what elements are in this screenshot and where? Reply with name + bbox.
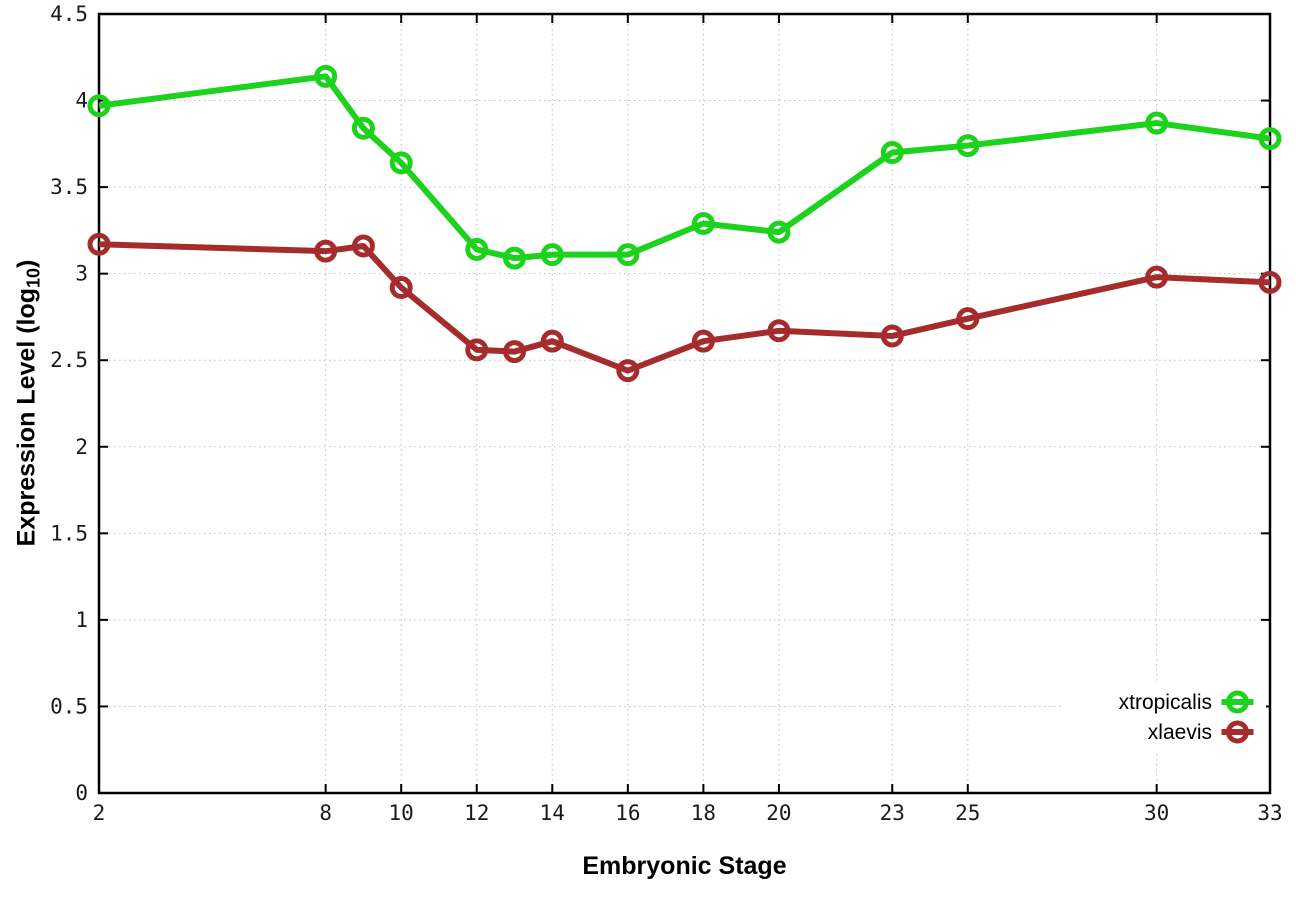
y-tick-label: 3.5: [50, 175, 88, 199]
data-point-marker: [880, 324, 904, 348]
y-tick-label: 1.5: [50, 521, 88, 545]
data-point-marker: [1145, 265, 1169, 289]
x-tick-label: 18: [691, 801, 716, 825]
legend-label: xlaevis: [1148, 721, 1212, 744]
legend-marker: [1226, 720, 1249, 744]
data-point-marker: [87, 232, 111, 256]
legend: xtropicalis xlaevis: [1062, 681, 1266, 751]
data-point-marker: [956, 134, 980, 158]
x-tick-label: 16: [615, 801, 640, 825]
x-tick-label: 8: [319, 801, 332, 825]
y-axis-title-text: Expression Level (log: [12, 287, 41, 547]
data-point-marker: [691, 211, 715, 235]
x-tick-label: 30: [1144, 801, 1169, 825]
x-tick-label: 33: [1257, 801, 1282, 825]
y-tick-label: 0: [75, 781, 88, 805]
y-axis-title-close: ): [12, 259, 41, 268]
data-point-marker: [540, 329, 564, 353]
data-point-marker: [1145, 111, 1169, 135]
series-xlaevis: [87, 232, 1282, 383]
data-point-marker: [87, 94, 111, 118]
x-tick-label: 12: [464, 801, 489, 825]
data-point-marker: [616, 243, 640, 267]
y-tick-label: 2.5: [50, 348, 88, 372]
y-tick-label: 0.5: [50, 694, 88, 718]
x-tick-label: 23: [880, 801, 905, 825]
data-point-marker: [503, 246, 527, 270]
data-point-marker: [767, 319, 791, 343]
y-tick-label: 3: [75, 262, 88, 286]
x-tick-label: 10: [389, 801, 414, 825]
data-point-marker: [465, 338, 489, 362]
data-point-marker: [767, 220, 791, 244]
data-point-marker: [1258, 270, 1282, 294]
x-tick-label: 25: [955, 801, 980, 825]
y-axis-title: Expression Level (log10): [12, 259, 44, 547]
plot-border: [97, 12, 1272, 795]
series-line: [98, 241, 1271, 374]
data-point-marker: [1258, 127, 1282, 151]
data-point-marker: [465, 237, 489, 261]
data-point-marker: [351, 116, 375, 140]
data-point-marker: [314, 64, 338, 88]
y-tick-label: 4: [75, 89, 88, 113]
x-tick-label: 14: [540, 801, 565, 825]
y-tick-label: 1: [75, 608, 88, 632]
y-axis-title-subscript: 10: [23, 267, 44, 288]
data-point-marker: [880, 140, 904, 164]
data-point-marker: [956, 307, 980, 331]
data-point-marker: [389, 151, 413, 175]
data-point-marker: [314, 239, 338, 263]
data-point-marker: [691, 329, 715, 353]
data-point-marker: [351, 234, 375, 258]
data-point-marker: [389, 276, 413, 300]
y-tick-label: 2: [75, 435, 88, 459]
x-tick-label: 20: [766, 801, 791, 825]
data-point-marker: [503, 340, 527, 364]
y-tick-label: 4.5: [50, 2, 88, 26]
x-tick-label: 2: [93, 801, 106, 825]
data-point-marker: [540, 243, 564, 267]
legend-marker: [1226, 690, 1249, 714]
series-xtropicalis: [87, 64, 1282, 270]
legend-label: xtropicalis: [1119, 691, 1212, 714]
series-line: [98, 73, 1271, 262]
data-point-marker: [616, 359, 640, 383]
x-axis-title: Embryonic Stage: [582, 852, 787, 880]
